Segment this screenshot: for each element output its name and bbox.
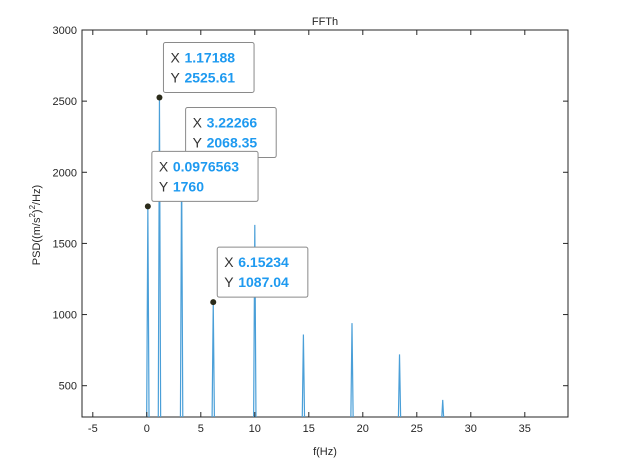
- datatip-x-value: 3.22266: [207, 115, 258, 131]
- y-tick-label: 2500: [53, 96, 77, 108]
- x-tick-label: 5: [198, 423, 204, 435]
- y-axis: 500 1000 1500 2000 2500 3000: [53, 25, 568, 393]
- datatip-box: [216, 246, 309, 298]
- datatip-x-value: 6.15234: [238, 254, 289, 270]
- x-tick-label: 35: [519, 423, 531, 435]
- y-axis-label: PSD((m/s2)2/Hz): [28, 185, 43, 265]
- datatip-x-key: X: [159, 158, 169, 174]
- datatip-y-value: 1087.04: [238, 274, 289, 290]
- x-tick-label: 20: [357, 423, 369, 435]
- datatip-y-key: Y: [193, 135, 203, 151]
- datatip-y-value: 2068.35: [207, 135, 258, 151]
- datatip-x-key: X: [170, 49, 180, 65]
- y-tick-label: 500: [59, 381, 77, 393]
- y-tick-label: 3000: [53, 25, 77, 37]
- datatip-marker[interactable]: [156, 94, 163, 101]
- datatip-y-key: Y: [170, 69, 180, 85]
- datatip-box: [162, 41, 255, 93]
- datatip-marker[interactable]: [144, 203, 151, 210]
- y-tick-label: 1000: [53, 310, 77, 322]
- psd-series-line: [146, 97, 445, 417]
- plot-area: [81, 29, 569, 418]
- x-tick-label: 0: [144, 423, 150, 435]
- y-tick-label: 2000: [53, 167, 77, 179]
- datatip-marker[interactable]: [210, 299, 217, 306]
- datatip-y-key: Y: [159, 178, 169, 194]
- axes-box: [81, 29, 569, 418]
- datatip-x-key: X: [224, 254, 234, 270]
- datatip-y-value: 1760: [173, 178, 204, 194]
- x-tick-label: -5: [88, 423, 98, 435]
- datatip-x-value: 1.17188: [184, 49, 235, 65]
- x-axis: -5 0 5 10 15 20 25 30 35: [88, 30, 531, 435]
- y-tick-label: 1500: [53, 238, 77, 250]
- datatip-x-key: X: [193, 115, 203, 131]
- x-tick-label: 10: [249, 423, 261, 435]
- chart-title: FFTh: [312, 16, 338, 28]
- datatip-y-key: Y: [224, 274, 234, 290]
- datatip-y-value: 2525.61: [184, 69, 235, 85]
- x-tick-label: 25: [411, 423, 423, 435]
- x-tick-label: 15: [303, 423, 315, 435]
- datatip-box: [151, 150, 259, 202]
- datatip-x-value: 0.0976563: [173, 158, 239, 174]
- x-axis-label: f(Hz): [313, 446, 337, 458]
- x-tick-label: 30: [465, 423, 477, 435]
